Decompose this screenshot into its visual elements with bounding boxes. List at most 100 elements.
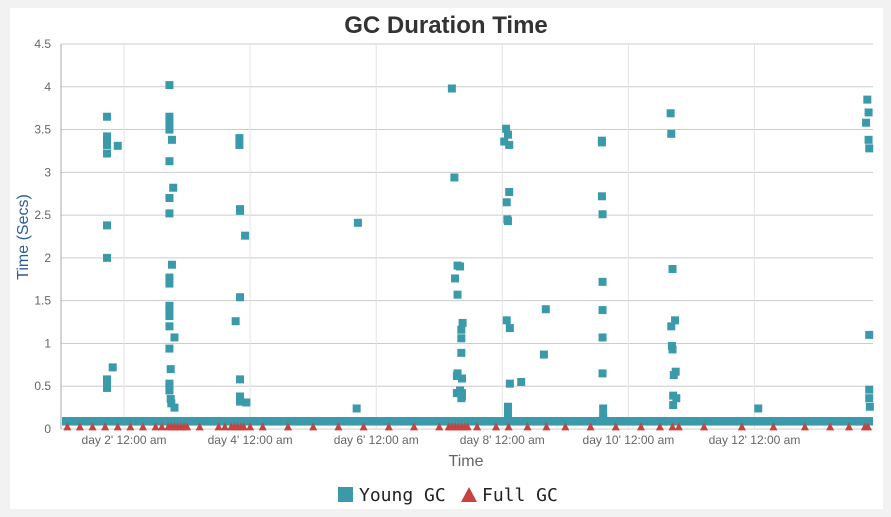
x-axis-ticks: day 2' 12:00 am day 4' 12:00 am day 6' 12:… [82, 433, 801, 447]
young-gc-point [671, 367, 680, 376]
young-gc-point [165, 194, 174, 202]
young-gc-point [103, 140, 112, 149]
young-gc-point [503, 217, 512, 226]
young-gc-point [598, 277, 607, 286]
full-gc-point [359, 422, 368, 431]
full-gc-point [239, 422, 248, 431]
young-gc-point [457, 325, 466, 334]
young-gc-point [165, 81, 174, 90]
young-gc-point [103, 253, 112, 262]
young-gc-point [103, 221, 112, 230]
young-gc-point [236, 397, 245, 406]
full-gc-point [126, 422, 135, 431]
legend-young-gc-label: Young GC [359, 485, 446, 506]
full-gc-point [75, 422, 84, 431]
young-gc-point [517, 377, 526, 386]
x-tick-label: day 8' 12:00 am [460, 433, 545, 447]
young-gc-point [103, 132, 112, 141]
young-gc-point [103, 136, 112, 145]
young-gc-baseline-band [62, 417, 873, 426]
full-gc-point [220, 422, 229, 431]
full-gc-point [88, 422, 97, 431]
young-gc-point [352, 404, 361, 413]
legend-full-gc-triangle-icon [461, 487, 477, 502]
young-gc-point [457, 334, 466, 343]
full-gc-point [138, 422, 147, 431]
young-gc-point [457, 392, 466, 401]
full-gc-point [410, 422, 419, 431]
young-gc-point [671, 316, 680, 325]
y-tick-label: 2.5 [34, 208, 51, 222]
full-gc-point [523, 422, 532, 431]
x-axis-title: Time [449, 453, 484, 470]
young-gc-point [242, 398, 251, 407]
young-gc-point [165, 125, 174, 134]
young-gc-point [500, 137, 509, 146]
legend-item-young-gc[interactable]: Young GC [338, 485, 446, 506]
young-gc-point [598, 306, 607, 315]
young-gc-point [453, 290, 462, 299]
young-gc-series [103, 81, 874, 430]
full-gc-point [157, 422, 166, 431]
y-tick-label: 2 [44, 251, 51, 265]
y-tick-label: 3.5 [34, 123, 51, 137]
young-gc-point [450, 173, 459, 182]
young-gc-point [167, 260, 176, 269]
full-gc-point [309, 422, 318, 431]
full-gc-point [542, 422, 551, 431]
grid-lines [60, 43, 873, 430]
full-gc-point [195, 422, 204, 431]
y-tick-label: 0.5 [34, 379, 51, 393]
young-gc-point [865, 402, 874, 411]
young-gc-point [451, 274, 460, 283]
young-gc-point [667, 129, 676, 138]
young-gc-point [668, 345, 677, 354]
young-gc-point [598, 210, 607, 219]
full-gc-point [845, 422, 854, 431]
young-gc-point [503, 409, 512, 418]
full-gc-point [561, 422, 570, 431]
young-gc-point [167, 399, 176, 408]
full-gc-point [611, 422, 620, 431]
y-axis-ticks: 0 0.5 1 1.5 2 2.5 3 3.5 4 4.5 [34, 37, 51, 436]
young-gc-point [170, 333, 179, 342]
young-gc-point [503, 130, 512, 139]
young-gc-point [666, 109, 675, 118]
young-gc-point [599, 404, 608, 413]
young-gc-point [236, 206, 245, 215]
young-gc-point [165, 312, 174, 321]
young-gc-point [862, 118, 871, 127]
young-gc-point [235, 134, 244, 143]
young-gc-point [502, 198, 511, 207]
legend-item-full-gc[interactable]: Full GC [461, 485, 558, 506]
y-tick-label: 1 [44, 336, 51, 350]
young-gc-point [165, 386, 174, 395]
young-gc-point [502, 124, 511, 133]
young-gc-point [165, 382, 174, 391]
young-gc-point [598, 333, 607, 342]
young-gc-point [599, 414, 608, 423]
full-gc-series [63, 422, 872, 431]
chart-title: GC Duration Time [344, 12, 548, 39]
young-gc-point [754, 404, 763, 413]
y-tick-label: 1.5 [34, 294, 51, 308]
x-tick-label: day 6' 12:00 am [334, 433, 419, 447]
full-gc-point [183, 422, 192, 431]
full-gc-point [800, 422, 809, 431]
young-gc-point [667, 322, 676, 331]
young-gc-point [108, 363, 117, 372]
young-gc-point [165, 322, 174, 331]
gc-duration-chart: GC Duration Time 0 0.5 1 1.5 2 2.5 3 3.5 4 4.5 da… [15, 12, 874, 506]
young-gc-point [165, 112, 174, 121]
young-gc-point [231, 317, 240, 326]
young-gc-point [598, 369, 607, 378]
young-gc-point [457, 348, 466, 357]
young-gc-point [447, 84, 456, 93]
young-gc-point [541, 305, 550, 314]
full-gc-point [63, 422, 72, 431]
legend: Young GC Full GC [338, 485, 558, 506]
young-gc-point [865, 144, 874, 153]
young-gc-point [669, 401, 678, 410]
young-gc-point [165, 344, 174, 353]
young-gc-point [169, 183, 178, 192]
